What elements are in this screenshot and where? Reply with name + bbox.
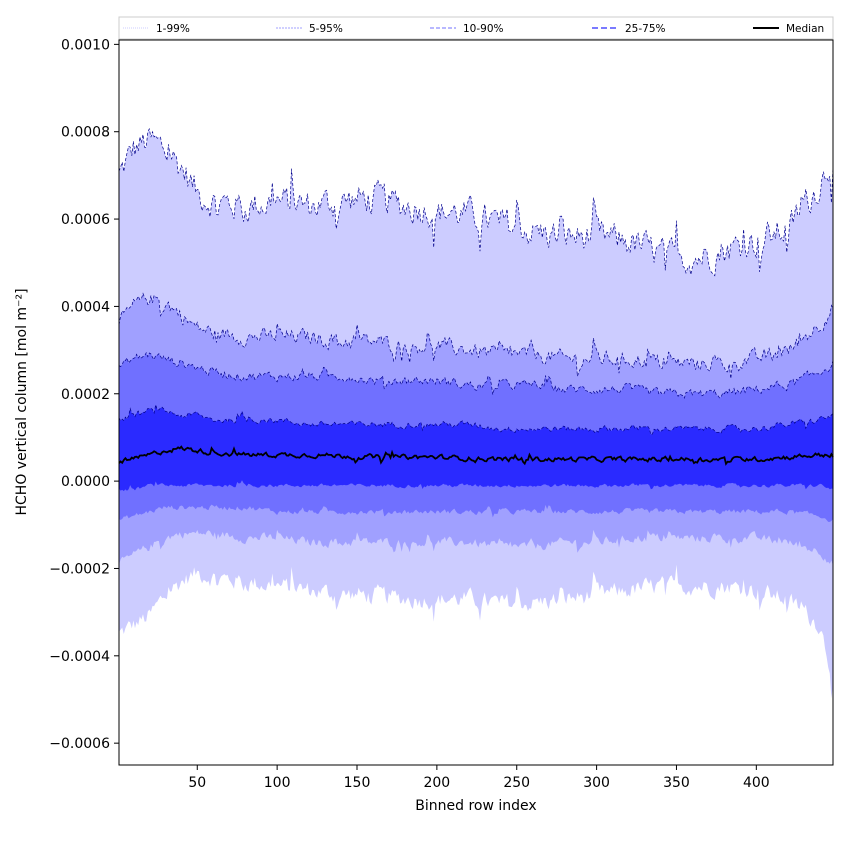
y-tick-label: −0.0004 <box>49 649 110 665</box>
legend-box <box>118 16 834 40</box>
y-tick-label: −0.0006 <box>49 736 110 752</box>
y-tick-label: 0.0004 <box>61 299 110 315</box>
y-tick-label: −0.0002 <box>49 561 110 577</box>
legend-label: 5-95% <box>309 23 343 35</box>
plot-frame <box>118 39 834 766</box>
legend: 1-99% 5-95% 10-90% 25-75% Median <box>118 16 834 40</box>
y-tick-label: 0.0000 <box>61 474 110 490</box>
x-tick-label: 300 <box>583 775 610 791</box>
band-edge-1-99% <box>118 127 834 277</box>
legend-label: 10-90% <box>463 23 504 35</box>
x-axis: 50 100 150 200 250 300 350 400 <box>188 765 770 791</box>
x-tick-label: 350 <box>663 775 690 791</box>
x-axis-label: Binned row index <box>415 798 536 814</box>
y-tick-label: 0.0010 <box>61 37 110 53</box>
y-axis-label: HCHO vertical column [mol m⁻²] <box>14 288 30 515</box>
x-tick-label: 200 <box>423 775 450 791</box>
x-tick-label: 150 <box>344 775 371 791</box>
x-tick-label: 100 <box>264 775 291 791</box>
legend-label: 1-99% <box>156 23 190 35</box>
median-line <box>118 445 834 466</box>
band-edge-5-95% <box>118 292 834 379</box>
band-layer <box>119 128 833 699</box>
y-tick-label: 0.0008 <box>61 125 110 141</box>
line-layer <box>118 127 834 466</box>
x-tick-label: 250 <box>503 775 530 791</box>
y-axis: −0.0006 −0.0004 −0.0002 0.0000 0.0002 0.0004 0… <box>49 37 119 752</box>
x-tick-label: 400 <box>743 775 770 791</box>
band-edge-10-90% <box>118 351 834 399</box>
x-tick-label: 50 <box>188 775 206 791</box>
y-tick-label: 0.0006 <box>61 212 110 228</box>
legend-label: Median <box>786 23 824 35</box>
y-tick-label: 0.0002 <box>61 387 110 403</box>
legend-label: 25-75% <box>625 23 666 35</box>
band-25-75% <box>119 404 833 491</box>
band-edge-25-75% <box>118 404 834 436</box>
